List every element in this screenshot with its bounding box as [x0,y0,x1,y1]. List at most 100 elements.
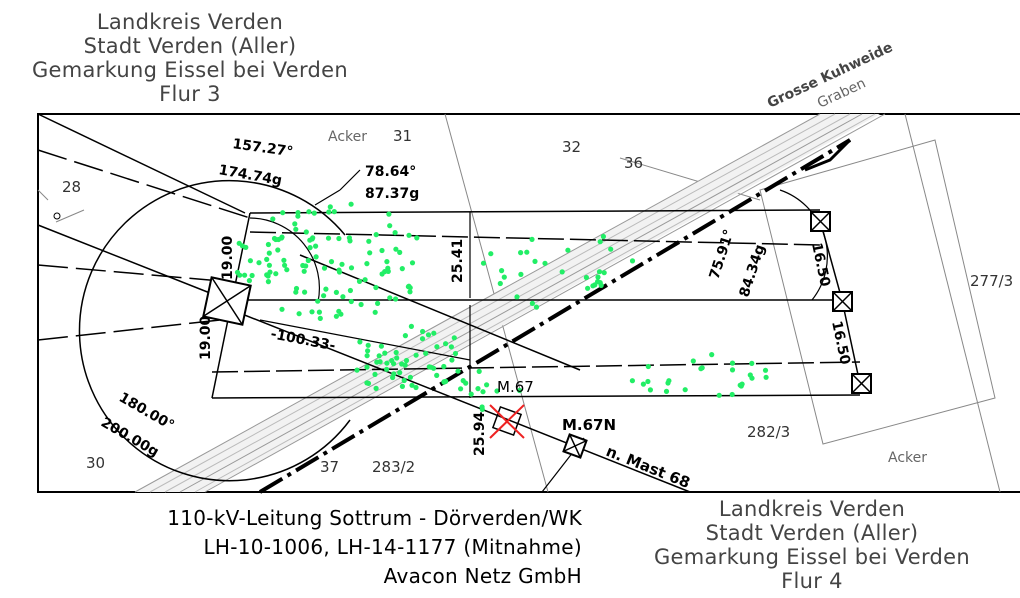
survey-point [434,344,440,350]
survey-point [348,298,354,305]
survey-point [336,308,342,314]
survey-point [401,377,407,384]
dimension-lines [259,169,585,493]
survey-point [327,204,333,210]
survey-point [311,210,317,216]
survey-point [645,378,651,385]
survey-point [303,263,309,269]
survey-point [346,235,352,241]
survey-point [475,386,481,392]
survey-point [729,360,736,366]
survey-point [282,262,288,268]
survey-point [608,246,614,252]
survey-point [348,201,354,207]
survey-point [595,274,601,280]
survey-point [316,309,322,315]
survey-point [280,210,286,216]
survey-point [397,370,403,376]
survey-point [397,249,403,255]
survey-point [333,289,339,295]
survey-point [529,300,536,306]
survey-point [278,235,285,241]
survey-point [293,226,299,232]
survey-point [762,367,769,373]
survey-point [366,238,372,244]
survey-point [348,265,355,271]
survey-point [476,368,482,374]
survey-point [356,278,363,284]
parcel-277-3: 277/3 [970,272,1013,290]
mast-67-demolish [489,404,525,439]
survey-point [275,247,281,253]
survey-point [501,274,507,280]
survey-point [321,293,327,299]
survey-point [340,294,346,300]
survey-point [364,364,370,370]
parcel-28: 28 [62,178,81,196]
angle-arc-right [779,189,828,301]
survey-point [406,283,412,289]
header-bottom-line4: Flur 4 [781,569,843,593]
survey-point [407,374,413,380]
survey-point [303,229,309,235]
header-bottom-line2: Stadt Verden (Aller) [705,521,919,545]
survey-point [729,391,735,398]
survey-point [600,233,607,240]
survey-point [443,341,449,347]
survey-point [425,332,432,338]
survey-point [393,296,399,302]
survey-point [749,375,755,381]
survey-point [413,384,419,391]
survey-point [426,364,432,370]
survey-point [403,357,410,364]
survey-point [384,366,390,372]
angle-75: 75.91° [707,228,738,282]
survey-point [307,245,313,251]
survey-point [524,249,530,255]
survey-point [529,236,535,242]
survey-point [409,382,415,388]
survey-point [532,258,538,264]
mast-67n-label: M.67N [562,416,616,434]
survey-point [281,257,287,263]
survey-point [629,378,636,384]
title-line1: 110-kV-Leitung Sottrum - Dörverden/WK [167,506,582,530]
survey-point [364,353,370,359]
survey-point [373,385,379,391]
dim-19-bottom: 19.00 [198,315,214,360]
survey-point [763,374,769,380]
survey-point [336,267,342,273]
survey-points [234,201,769,412]
dim-25-94: 25.94 [472,411,488,456]
survey-point [392,230,398,236]
survey-point [284,267,290,273]
survey-point [419,336,426,342]
angle-174g: 174.74g [217,162,283,189]
survey-point [452,350,459,357]
survey-point [373,284,379,291]
survey-point [295,210,301,216]
title-line2: LH-10-1006, LH-14-1177 (Mitnahme) [203,535,582,559]
survey-point [365,380,372,386]
parcel-36: 36 [624,154,643,172]
angle-arc-small [249,217,321,303]
survey-point [375,300,381,306]
survey-point [517,387,523,394]
survey-point [585,285,591,291]
parcel-31: 31 [393,127,412,145]
survey-point [292,221,298,227]
dim-19-top: 19.00 [220,235,236,280]
survey-point [354,367,360,373]
survey-point [597,239,603,245]
survey-point [265,273,271,279]
survey-point [321,265,328,271]
survey-point [249,272,255,279]
survey-point [384,259,390,265]
survey-point [640,381,647,387]
survey-point [497,280,503,287]
survey-point [448,344,454,350]
survey-point [306,209,312,215]
survey-point [390,374,396,381]
survey-point [247,258,253,264]
